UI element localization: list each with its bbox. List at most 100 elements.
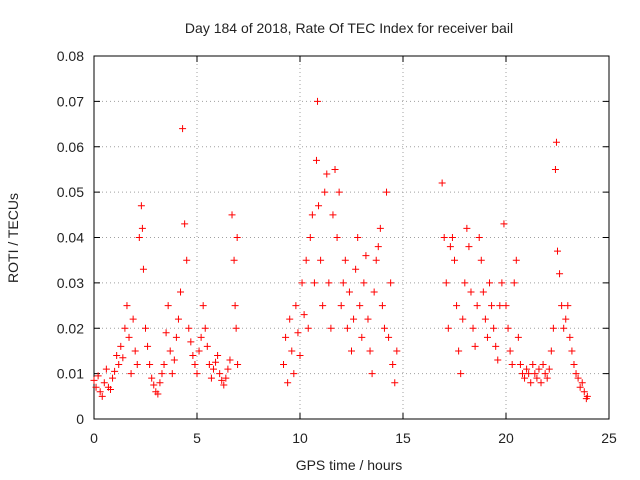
- y-tick-label: 0.01: [57, 366, 84, 382]
- data-point: [566, 333, 574, 341]
- y-tick-label: 0.02: [57, 320, 84, 336]
- data-point: [315, 202, 323, 210]
- data-point: [506, 347, 514, 355]
- data-point: [187, 338, 195, 346]
- y-tick-label: 0: [76, 411, 84, 427]
- data-point: [348, 347, 355, 355]
- data-point: [356, 302, 364, 310]
- data-point: [551, 165, 559, 173]
- data-point: [438, 179, 446, 187]
- data-point: [102, 365, 110, 373]
- data-point: [323, 170, 331, 178]
- data-point: [531, 370, 539, 378]
- y-tick-label: 0.08: [57, 48, 84, 64]
- data-point: [527, 379, 535, 387]
- data-point: [545, 365, 553, 373]
- data-point: [162, 329, 170, 337]
- data-point: [106, 386, 114, 394]
- data-point: [442, 279, 450, 287]
- x-tick-label: 15: [395, 430, 411, 446]
- data-point: [216, 370, 224, 378]
- data-point: [479, 288, 487, 296]
- data-point: [370, 288, 378, 296]
- data-point: [185, 324, 193, 332]
- data-point: [131, 347, 139, 355]
- data-point: [331, 165, 339, 173]
- data-point: [123, 302, 131, 310]
- data-point: [556, 270, 564, 278]
- data-point: [554, 247, 561, 255]
- data-point: [158, 370, 166, 378]
- data-point: [100, 379, 108, 387]
- data-point: [327, 324, 335, 332]
- data-point: [168, 370, 176, 378]
- data-point: [150, 381, 158, 389]
- data-point: [483, 333, 491, 341]
- data-point: [541, 370, 549, 378]
- data-point: [179, 125, 187, 133]
- data-point: [181, 220, 189, 228]
- data-point: [329, 211, 337, 219]
- data-point: [451, 256, 458, 264]
- data-point: [525, 370, 533, 378]
- data-point: [233, 234, 241, 241]
- data-point: [360, 279, 368, 287]
- data-point: [448, 234, 456, 241]
- data-point: [337, 302, 345, 310]
- data-point: [117, 342, 125, 350]
- data-point: [234, 361, 242, 369]
- data-point: [389, 361, 397, 369]
- data-point: [469, 324, 477, 332]
- data-point: [90, 376, 98, 384]
- data-point: [135, 234, 143, 241]
- data-point: [539, 361, 547, 369]
- data-point: [142, 324, 149, 332]
- data-point: [552, 138, 560, 146]
- data-point: [127, 370, 135, 378]
- data-point: [282, 333, 290, 341]
- data-point: [183, 256, 191, 264]
- data-point: [172, 333, 180, 341]
- data-point: [564, 302, 572, 310]
- data-point: [391, 379, 399, 387]
- plot-frame: [93, 55, 610, 420]
- data-point: [486, 279, 494, 287]
- data-point: [537, 379, 545, 387]
- tick-labels: 0 0.01 0.02 0.03 0.04 0.05 0.06 0.07 0.08 0 5 10 15 2…: [57, 48, 617, 446]
- data-point: [224, 365, 232, 373]
- data-point: [174, 315, 182, 323]
- data-point: [197, 333, 205, 341]
- data-point: [94, 372, 102, 380]
- data-point: [339, 279, 347, 287]
- data-point: [296, 351, 304, 359]
- data-point: [304, 324, 312, 332]
- data-point: [535, 365, 543, 373]
- data-point: [148, 374, 156, 382]
- data-point: [220, 381, 228, 389]
- data-point: [372, 256, 380, 264]
- data-point: [319, 302, 327, 310]
- data-point: [465, 243, 473, 251]
- data-point: [139, 265, 147, 273]
- data-point: [453, 302, 461, 310]
- data-point: [156, 379, 164, 387]
- data-point: [549, 324, 557, 332]
- data-point: [294, 329, 302, 337]
- data-point: [231, 302, 239, 310]
- data-point: [523, 365, 531, 373]
- data-point: [352, 265, 360, 273]
- data-point: [111, 367, 119, 375]
- data-point: [358, 333, 366, 341]
- data-point: [218, 376, 226, 384]
- data-point: [341, 256, 349, 264]
- data-point: [312, 156, 320, 164]
- data-point: [205, 361, 213, 369]
- data-point: [300, 311, 308, 319]
- data-point: [354, 234, 362, 241]
- data-point: [193, 370, 201, 378]
- data-point: [393, 347, 401, 355]
- data-point: [514, 333, 522, 341]
- data-point: [166, 347, 174, 355]
- x-tick-label: 0: [90, 430, 98, 446]
